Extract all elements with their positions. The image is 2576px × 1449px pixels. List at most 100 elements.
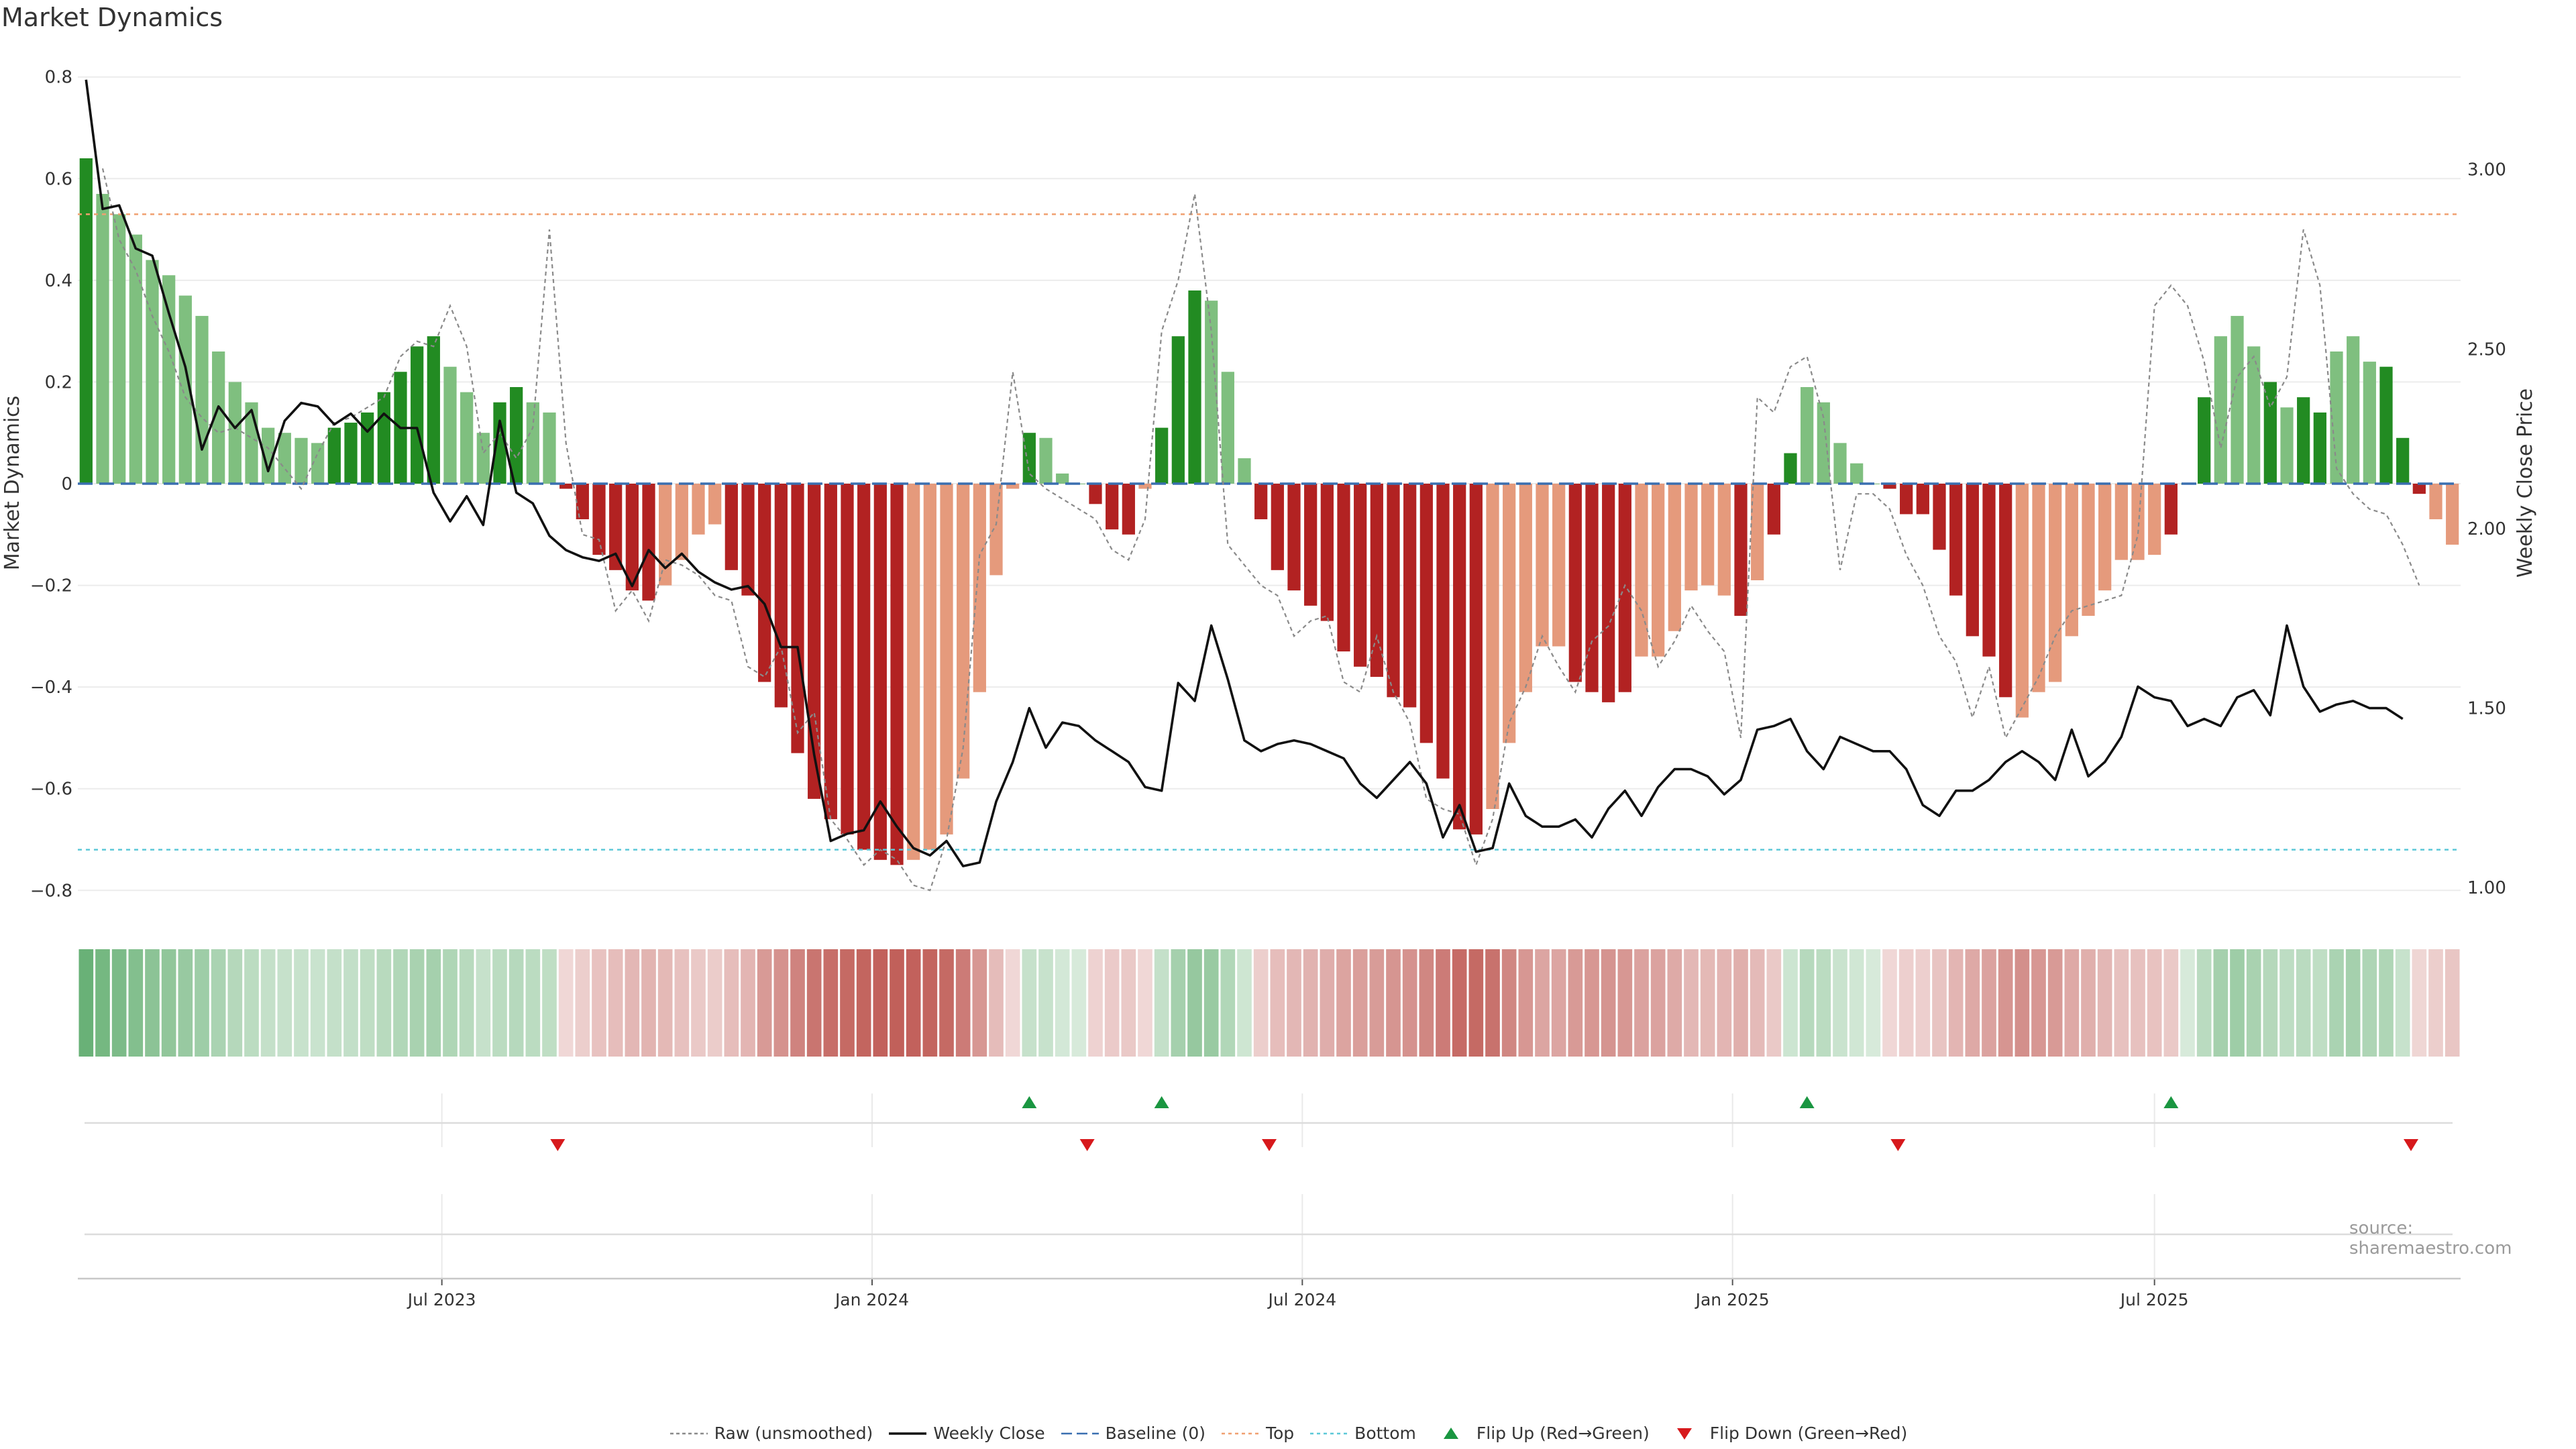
heat-cell: [608, 949, 623, 1057]
heat-cell: [1485, 949, 1500, 1057]
bar: [1155, 427, 1169, 484]
heat-cell: [1369, 949, 1385, 1057]
heat-cell: [1998, 949, 2013, 1057]
heat-cell: [2163, 949, 2179, 1057]
bar: [1833, 443, 1847, 484]
legend-item-raw: Raw (unsmoothed): [669, 1424, 873, 1443]
bar: [1850, 463, 1864, 484]
heat-cell: [1005, 949, 1020, 1057]
heat-cell: [1799, 949, 1815, 1057]
heat-cell: [2445, 949, 2460, 1057]
bar: [1039, 437, 1053, 484]
legend-label: Flip Down (Green→Red): [1709, 1424, 1908, 1443]
bar: [841, 484, 854, 835]
heat-cell: [2131, 949, 2145, 1057]
y2-tick-label: 3.00: [2467, 160, 2506, 180]
bar: [1635, 484, 1648, 657]
bar: [741, 484, 755, 596]
bar-series: [79, 158, 2459, 865]
bar: [96, 194, 109, 484]
heat-cell: [145, 949, 160, 1057]
heat-cell: [1270, 949, 1285, 1057]
axes: 0.8 0.6 0.4 0.2 0 −0.2 −0.4 −0.6 −0.8 3.00 2.50 2.0…: [1, 68, 2537, 1309]
bar: [1254, 484, 1268, 520]
heat-cell: [195, 949, 209, 1057]
heat-cell: [873, 949, 888, 1057]
heat-cell: [260, 949, 276, 1057]
heat-cell: [592, 949, 606, 1057]
bar: [1784, 453, 1797, 484]
bar: [460, 392, 474, 484]
bar: [1419, 484, 1433, 743]
bar: [1106, 484, 1119, 530]
bar: [1056, 473, 1069, 484]
bar: [2198, 397, 2211, 484]
heat-cell: [1816, 949, 1831, 1057]
heat-cell: [2279, 949, 2294, 1057]
bar: [278, 433, 291, 484]
bar: [1536, 484, 1549, 647]
heat-cell: [1386, 949, 1401, 1057]
heat-cell: [1617, 949, 1633, 1057]
bar: [625, 484, 639, 591]
bar: [1122, 484, 1135, 535]
legend-swatch-raw: [669, 1432, 708, 1434]
heat-cell: [2345, 949, 2361, 1057]
bar: [2313, 412, 2326, 484]
legend-mark-flip_down: [1676, 1428, 1692, 1440]
y-tick-label: 0.8: [45, 68, 72, 88]
bar: [808, 484, 821, 799]
heat-cell: [657, 949, 673, 1057]
bar: [1999, 484, 2012, 698]
bar: [1734, 484, 1748, 616]
bar: [1205, 301, 1218, 484]
bar: [411, 346, 424, 484]
heat-cell: [244, 949, 259, 1057]
bar: [2148, 484, 2161, 555]
flip-up-marker: [1799, 1096, 1815, 1108]
flip-down-marker: [550, 1139, 566, 1151]
y-tick-label: 0.6: [45, 169, 72, 189]
heat-cell: [2246, 949, 2261, 1057]
bar: [1966, 484, 1979, 637]
heat-cell: [1634, 949, 1649, 1057]
heat-cell: [641, 949, 656, 1057]
heat-cell: [1320, 949, 1335, 1057]
heat-cell: [1766, 949, 1782, 1057]
flip-up-marker: [1154, 1096, 1169, 1108]
bar: [443, 366, 457, 484]
bar: [377, 392, 390, 484]
heat-cell: [856, 949, 871, 1057]
y-tick-label: −0.6: [30, 780, 72, 800]
heat-cell: [310, 949, 325, 1057]
flip-down-marker: [1890, 1139, 1906, 1151]
bar: [2247, 346, 2261, 484]
heat-cell: [1352, 949, 1368, 1057]
bar: [294, 437, 308, 484]
x-tick-label: Jan 2025: [1695, 1290, 1770, 1309]
bar: [327, 427, 341, 484]
heat-cell: [1982, 949, 1996, 1057]
bar: [758, 484, 771, 682]
bar: [1436, 484, 1450, 779]
legend-label: Bottom: [1354, 1424, 1416, 1443]
x-tick-label: Jul 2024: [1267, 1290, 1336, 1309]
heat-cell: [2015, 949, 2030, 1057]
legend-item-top: Top: [1220, 1424, 1294, 1443]
bar: [1238, 458, 1251, 484]
heat-cell: [823, 949, 839, 1057]
heat-cell: [161, 949, 176, 1057]
heat-cell: [376, 949, 392, 1057]
y-tick-label: 0: [61, 474, 72, 494]
bar: [311, 443, 325, 484]
heat-cell: [2395, 949, 2410, 1057]
heat-cell: [1733, 949, 1748, 1057]
bar: [1916, 484, 1929, 515]
legend-item-baseline: Baseline (0): [1060, 1424, 1205, 1443]
y2-axis-label: Weekly Close Price: [2514, 388, 2537, 578]
bar: [1602, 484, 1615, 702]
y-tick-label: −0.4: [30, 678, 72, 698]
heat-cell: [2031, 949, 2046, 1057]
heat-cell: [922, 949, 938, 1057]
